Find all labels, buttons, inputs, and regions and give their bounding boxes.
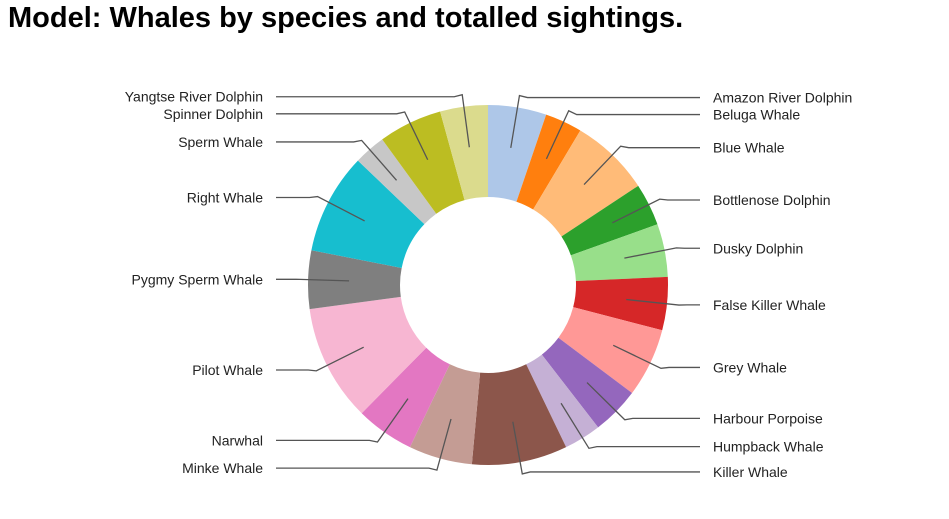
leader-line-harbour-porpoise <box>586 382 700 421</box>
label-right-whale: Right Whale <box>187 189 263 205</box>
slice-spinner-dolphin <box>382 111 465 214</box>
label-humpback-whale: Humpback Whale <box>713 439 824 455</box>
label-harbour-porpoise: Harbour Porpoise <box>713 410 823 426</box>
leader-line-killer-whale <box>512 421 700 475</box>
slice-bottlenose-dolphin <box>561 185 658 256</box>
leader-line-humpback-whale <box>560 402 700 450</box>
label-false-killer-whale: False Killer Whale <box>713 297 826 313</box>
slice-narwhal <box>361 347 450 448</box>
leader-line-bottlenose-dolphin <box>612 198 700 224</box>
slice-dusky-dolphin <box>570 224 668 282</box>
label-pygmy-sperm-whale: Pygmy Sperm Whale <box>132 271 264 287</box>
leader-line-yangtse-river-dolphin <box>276 93 470 148</box>
label-narwhal: Narwhal <box>212 432 263 448</box>
leader-line-dusky-dolphin <box>624 247 700 259</box>
leader-line-false-killer-whale <box>626 298 700 306</box>
label-dusky-dolphin: Dusky Dolphin <box>713 240 803 256</box>
slice-minke-whale <box>409 364 481 465</box>
label-yangtse-river-dolphin: Yangtse River Dolphin <box>125 89 263 105</box>
slice-group <box>308 105 668 465</box>
label-bottlenose-dolphin: Bottlenose Dolphin <box>713 192 831 208</box>
label-killer-whale: Killer Whale <box>713 464 788 480</box>
leader-line-blue-whale <box>583 145 700 185</box>
slice-humpback-whale <box>526 354 599 448</box>
leader-line-group <box>276 93 700 475</box>
slice-false-killer-whale <box>573 276 668 331</box>
slice-yangtse-river-dolphin <box>440 105 488 201</box>
leader-line-beluga-whale <box>545 109 700 160</box>
slice-pilot-whale <box>309 296 427 414</box>
leader-line-narwhal <box>276 398 409 443</box>
label-sperm-whale: Sperm Whale <box>178 134 263 150</box>
leader-line-pygmy-sperm-whale <box>276 278 350 282</box>
leader-line-right-whale <box>276 195 365 222</box>
leader-line-pilot-whale <box>276 346 364 372</box>
leader-line-spinner-dolphin <box>276 111 429 161</box>
slice-beluga-whale <box>516 114 581 210</box>
slice-pygmy-sperm-whale <box>308 250 402 310</box>
leader-line-sperm-whale <box>276 139 398 181</box>
label-blue-whale: Blue Whale <box>713 140 785 156</box>
slice-amazon-river-dolphin <box>488 105 547 202</box>
slice-sperm-whale <box>357 139 437 225</box>
slice-grey-whale <box>558 307 663 393</box>
label-beluga-whale: Beluga Whale <box>713 107 800 123</box>
slice-killer-whale <box>471 364 567 465</box>
label-pilot-whale: Pilot Whale <box>192 362 263 378</box>
slice-right-whale <box>311 160 425 268</box>
chart-title: Model: Whales by species and totalled si… <box>8 2 684 34</box>
label-minke-whale: Minke Whale <box>182 460 263 476</box>
leader-line-grey-whale <box>612 344 700 369</box>
label-spinner-dolphin: Spinner Dolphin <box>163 106 263 122</box>
label-grey-whale: Grey Whale <box>713 359 787 375</box>
leader-line-amazon-river-dolphin <box>510 94 700 148</box>
label-amazon-river-dolphin: Amazon River Dolphin <box>713 90 852 106</box>
leader-line-minke-whale <box>276 418 452 471</box>
